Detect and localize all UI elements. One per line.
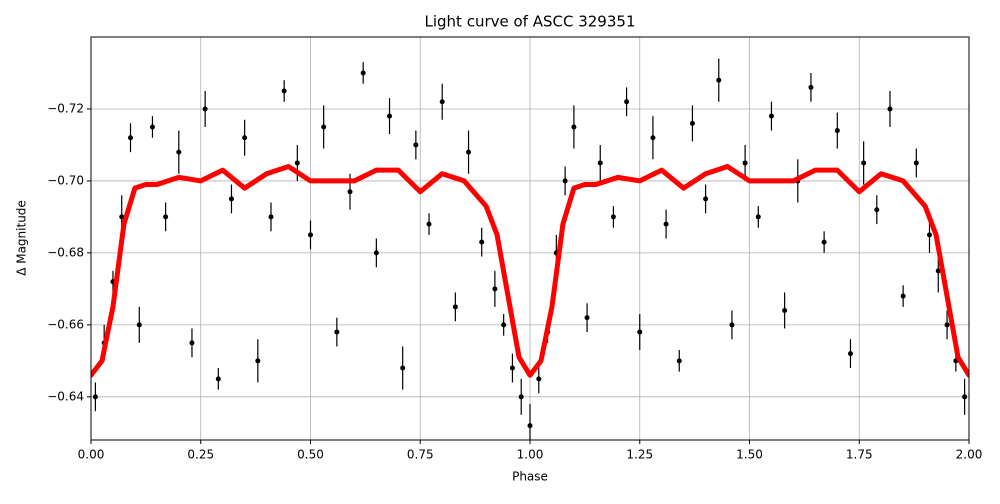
x-tick-label: 1.75 bbox=[846, 448, 873, 462]
data-point bbox=[501, 322, 507, 328]
data-point bbox=[808, 84, 814, 90]
data-point bbox=[426, 221, 432, 227]
data-point bbox=[663, 221, 669, 227]
data-point bbox=[650, 135, 656, 141]
data-point bbox=[308, 232, 313, 238]
data-point bbox=[821, 239, 827, 245]
data-point bbox=[92, 394, 98, 400]
data-point bbox=[913, 160, 919, 166]
data-point bbox=[755, 214, 761, 220]
y-tick-label: −0.68 bbox=[47, 245, 84, 259]
y-tick-label: −0.66 bbox=[47, 317, 84, 331]
data-point bbox=[294, 160, 300, 166]
data-point bbox=[861, 160, 867, 166]
data-point bbox=[637, 329, 643, 335]
data-point bbox=[536, 376, 542, 382]
data-point bbox=[242, 135, 248, 141]
y-tick-label: −0.64 bbox=[47, 389, 84, 403]
x-tick-label: 1.50 bbox=[736, 448, 763, 462]
data-point bbox=[400, 365, 406, 371]
data-point bbox=[281, 88, 287, 94]
data-point bbox=[255, 358, 261, 364]
data-point bbox=[926, 232, 932, 238]
data-point bbox=[768, 113, 774, 119]
data-point bbox=[689, 120, 695, 126]
data-point bbox=[782, 307, 788, 313]
data-point bbox=[624, 99, 630, 105]
data-point bbox=[228, 196, 234, 202]
x-tick-label: 0.00 bbox=[78, 448, 105, 462]
x-tick-label: 2.00 bbox=[956, 448, 983, 462]
data-point bbox=[716, 77, 722, 83]
data-point bbox=[215, 376, 221, 382]
data-point bbox=[944, 322, 950, 328]
data-point bbox=[321, 124, 327, 130]
data-point bbox=[527, 423, 533, 429]
data-point bbox=[334, 329, 340, 335]
y-tick-label: −0.72 bbox=[47, 101, 84, 115]
ticks: 0.00 0.25 0.50 0.75 1.00 1.25 1.50 1.75 2.00 −0.7… bbox=[47, 101, 982, 461]
data-point bbox=[742, 160, 748, 166]
data-point bbox=[509, 365, 515, 371]
x-tick-label: 1.00 bbox=[517, 448, 544, 462]
data-point bbox=[492, 286, 498, 292]
data-point bbox=[900, 293, 906, 299]
x-tick-label: 1.25 bbox=[626, 448, 653, 462]
data-point bbox=[347, 189, 353, 195]
data-point bbox=[360, 70, 366, 76]
data-point bbox=[479, 239, 485, 245]
data-point bbox=[834, 128, 840, 134]
data-point bbox=[610, 214, 616, 220]
data-point bbox=[136, 322, 142, 328]
data-point bbox=[387, 113, 393, 119]
plot-area bbox=[91, 58, 969, 440]
data-point bbox=[413, 142, 419, 148]
data-point bbox=[268, 214, 274, 220]
data-point bbox=[202, 106, 208, 112]
data-point bbox=[189, 340, 195, 346]
y-axis-label: Δ Magnitude bbox=[15, 200, 29, 276]
data-point bbox=[874, 207, 880, 213]
x-tick-label: 0.75 bbox=[407, 448, 434, 462]
data-point bbox=[119, 214, 125, 220]
data-point bbox=[518, 394, 524, 400]
data-point bbox=[729, 322, 735, 328]
data-point bbox=[163, 214, 169, 220]
x-tick-label: 0.25 bbox=[187, 448, 214, 462]
data-point bbox=[887, 106, 893, 112]
x-axis-label: Phase bbox=[512, 470, 548, 484]
y-tick-label: −0.70 bbox=[47, 173, 84, 187]
data-point bbox=[847, 351, 853, 357]
chart-title: Light curve of ASCC 329351 bbox=[425, 13, 636, 31]
data-point bbox=[128, 135, 134, 141]
x-tick-label: 0.50 bbox=[297, 448, 324, 462]
data-point bbox=[584, 315, 590, 321]
data-point bbox=[597, 160, 603, 166]
data-point bbox=[439, 99, 445, 105]
data-point bbox=[962, 394, 968, 400]
data-point bbox=[466, 149, 472, 155]
data-point bbox=[373, 250, 379, 256]
data-point bbox=[562, 178, 568, 184]
data-point bbox=[676, 358, 682, 364]
data-point bbox=[935, 268, 941, 274]
data-point bbox=[176, 149, 182, 155]
model-curve bbox=[91, 164, 969, 378]
data-point bbox=[703, 196, 709, 202]
data-point bbox=[149, 124, 155, 130]
data-point bbox=[452, 304, 458, 310]
grid bbox=[90, 37, 970, 440]
data-point bbox=[571, 124, 577, 130]
